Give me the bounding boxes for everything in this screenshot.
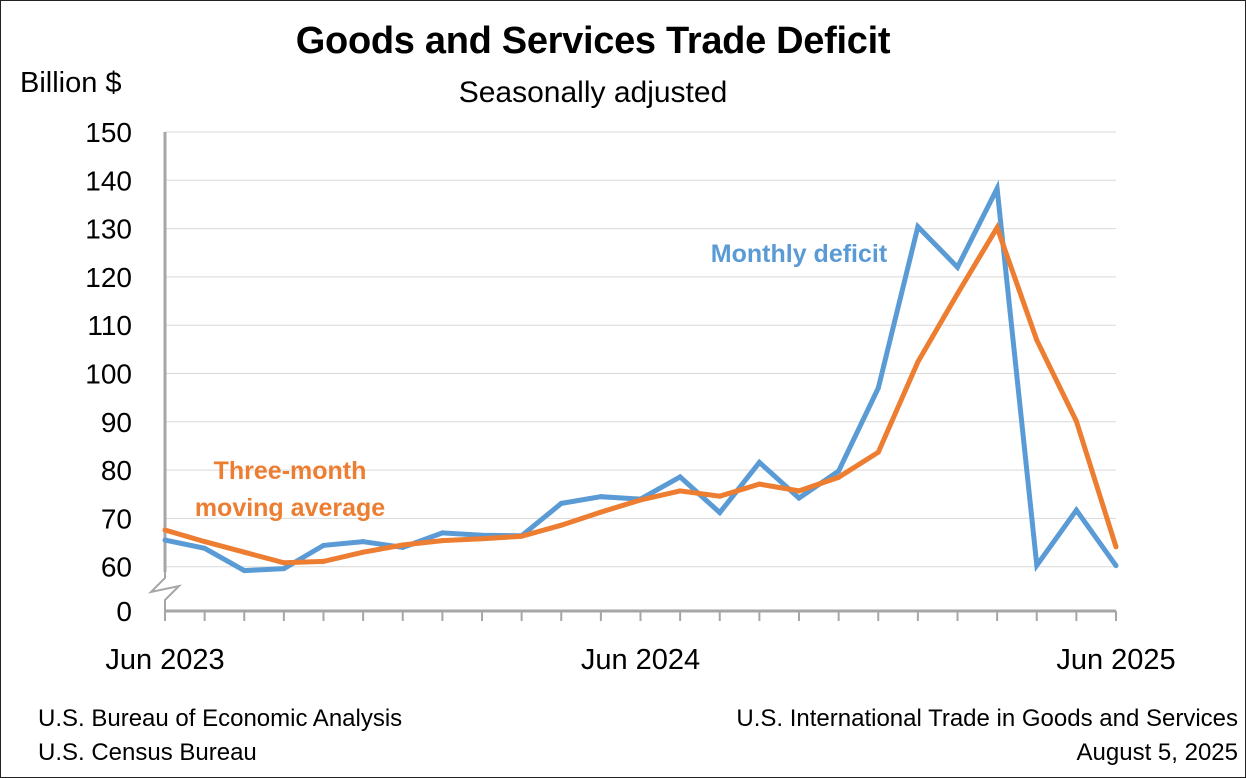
- three-month-moving-average-point: [360, 549, 366, 555]
- monthly-deficit-point: [756, 459, 762, 465]
- x-tick-label: Jun 2024: [581, 644, 700, 676]
- y-tick-label: 90: [101, 407, 132, 438]
- y-tick-label: 100: [85, 359, 132, 390]
- release-name: U.S. International Trade in Goods and Se…: [736, 705, 1238, 732]
- monthly-deficit-point: [677, 474, 683, 480]
- x-tick-label: Jun 2025: [1056, 644, 1175, 676]
- monthly-deficit-point: [321, 542, 326, 548]
- axis-break-mark: [147, 572, 183, 611]
- release-info: U.S. International Trade in Goods and Se…: [736, 702, 1238, 770]
- three-month-moving-average-point: [241, 549, 247, 555]
- three-month-moving-average-point: [875, 449, 881, 455]
- monthly-deficit-point: [360, 539, 366, 545]
- source-bea: U.S. Bureau of Economic Analysis: [38, 705, 403, 732]
- three-month-moving-average-point: [1113, 544, 1119, 550]
- monthly-deficit-point: [1034, 562, 1040, 568]
- monthly-deficit-point: [439, 530, 445, 536]
- three-month-moving-average-point: [756, 481, 762, 487]
- monthly-deficit-point: [162, 537, 168, 543]
- moving-average-label: Three-month: [214, 457, 367, 485]
- monthly-deficit-point: [994, 186, 1000, 192]
- three-month-moving-average-point: [479, 536, 485, 542]
- monthly-deficit-point: [598, 494, 604, 500]
- y-tick-label: 70: [101, 503, 132, 534]
- y-tick-label: 140: [85, 165, 132, 196]
- monthly-deficit-label: Monthly deficit: [711, 240, 888, 268]
- monthly-deficit-point: [836, 468, 842, 474]
- monthly-deficit-point: [202, 545, 208, 551]
- monthly-deficit-point: [717, 510, 723, 516]
- three-month-moving-average-point: [202, 539, 208, 545]
- y-tick-label: 110: [87, 310, 132, 341]
- monthly-deficit-point: [796, 495, 802, 501]
- monthly-deficit-point: [1073, 507, 1079, 513]
- moving-average-label: moving average: [195, 494, 385, 522]
- monthly-deficit-point: [875, 385, 881, 391]
- three-month-moving-average-point: [281, 560, 287, 566]
- three-month-moving-average-point: [321, 558, 326, 564]
- three-month-moving-average-point: [717, 493, 723, 499]
- three-month-moving-average-point: [677, 488, 683, 494]
- three-month-moving-average-point: [1034, 337, 1040, 343]
- x-axis: Jun 2023 Jun 2024 Jun 2025: [105, 132, 1176, 676]
- monthly-deficit-point: [955, 264, 960, 270]
- y-tick-label: 130: [85, 214, 132, 245]
- y-tick-label: 60: [101, 552, 132, 583]
- series-lines: [162, 179, 1119, 574]
- y-tick-labels: 150 140 130 120 110 100 90 80 70 60 0: [85, 117, 132, 627]
- source-census: U.S. Census Bureau: [38, 739, 257, 766]
- three-month-moving-average-point: [836, 474, 842, 480]
- release-date: August 5, 2025: [1076, 739, 1238, 766]
- y-tick-label: 80: [101, 455, 132, 486]
- three-month-moving-average-point: [994, 225, 1000, 231]
- gridlines: [165, 131, 1116, 568]
- annotations: Monthly deficit Three-month moving average: [195, 240, 888, 522]
- monthly-deficit-point: [241, 568, 247, 574]
- monthly-deficit-point: [558, 500, 564, 506]
- chart-subtitle: Seasonally adjusted: [458, 76, 728, 109]
- three-month-moving-average-point: [915, 359, 921, 365]
- three-month-moving-average-point: [519, 533, 525, 539]
- source-agencies: U.S. Bureau of Economic Analysis U.S. Ce…: [38, 702, 402, 770]
- monthly-deficit-point: [915, 224, 921, 230]
- three-month-moving-average-point: [598, 509, 604, 515]
- x-tick-label: Jun 2023: [105, 644, 224, 676]
- chart-title: Goods and Services Trade Deficit: [295, 20, 891, 62]
- three-month-moving-average-point: [955, 291, 960, 297]
- y-tick-label: 0: [116, 596, 132, 627]
- three-month-moving-average-point: [638, 497, 643, 503]
- three-month-moving-average-point: [162, 527, 168, 533]
- monthly-deficit-point: [281, 566, 287, 572]
- y-tick-label: 120: [85, 262, 132, 293]
- y-axis-unit-label: Billion $: [20, 67, 122, 99]
- three-month-moving-average-point: [558, 522, 564, 528]
- three-month-moving-average-point: [1073, 418, 1079, 424]
- y-tick-label: 150: [85, 117, 132, 148]
- monthly-deficit-point: [1113, 563, 1119, 569]
- three-month-moving-average-point: [439, 538, 445, 544]
- three-month-moving-average-point: [400, 542, 406, 548]
- three-month-moving-average-point: [796, 488, 802, 494]
